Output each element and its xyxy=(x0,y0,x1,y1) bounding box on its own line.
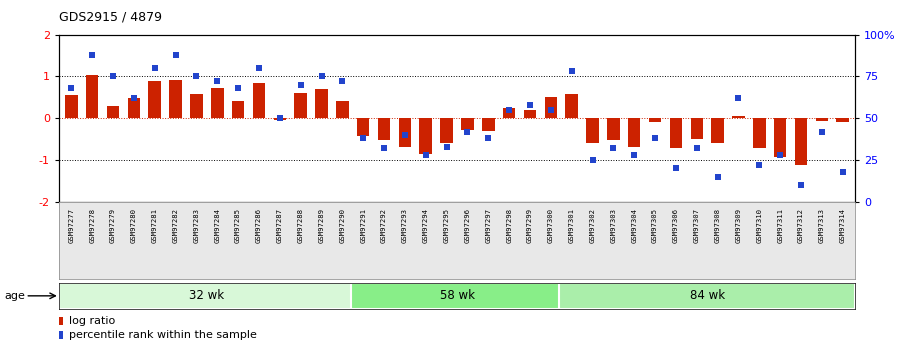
Text: GSM97310: GSM97310 xyxy=(757,208,762,243)
Text: GSM97291: GSM97291 xyxy=(360,208,367,243)
Bar xyxy=(462,118,473,130)
Text: GSM97312: GSM97312 xyxy=(798,208,804,243)
Bar xyxy=(774,118,786,157)
Text: GSM97295: GSM97295 xyxy=(443,208,450,243)
Text: GSM97311: GSM97311 xyxy=(777,208,783,243)
Bar xyxy=(86,76,99,118)
Bar xyxy=(315,89,328,118)
Bar xyxy=(65,95,78,118)
Text: GSM97313: GSM97313 xyxy=(819,208,824,243)
Bar xyxy=(107,107,119,118)
Text: GSM97303: GSM97303 xyxy=(610,208,616,243)
Bar xyxy=(795,118,807,165)
Bar xyxy=(59,283,355,309)
Text: GSM97277: GSM97277 xyxy=(69,208,74,243)
Text: GSM97304: GSM97304 xyxy=(631,208,637,243)
Bar xyxy=(441,118,452,143)
Bar xyxy=(524,110,537,118)
Text: GSM97302: GSM97302 xyxy=(589,208,595,243)
Bar xyxy=(628,118,641,147)
Text: GSM97299: GSM97299 xyxy=(527,208,533,243)
Bar xyxy=(836,118,849,121)
Text: GSM97284: GSM97284 xyxy=(214,208,220,243)
Text: GSM97308: GSM97308 xyxy=(715,208,720,243)
Text: GSM97287: GSM97287 xyxy=(277,208,283,243)
Text: GSM97289: GSM97289 xyxy=(319,208,325,243)
Text: GSM97298: GSM97298 xyxy=(506,208,512,243)
Bar xyxy=(711,118,724,143)
Text: 32 wk: 32 wk xyxy=(189,289,224,302)
Bar xyxy=(377,118,390,140)
Bar xyxy=(211,88,224,118)
Bar xyxy=(128,98,140,118)
Text: GSM97300: GSM97300 xyxy=(548,208,554,243)
Bar xyxy=(503,108,516,118)
Text: GSM97301: GSM97301 xyxy=(568,208,575,243)
Bar xyxy=(232,101,244,118)
Bar xyxy=(357,118,369,136)
Text: percentile rank within the sample: percentile rank within the sample xyxy=(69,331,257,340)
Bar xyxy=(815,118,828,121)
Text: GSM97288: GSM97288 xyxy=(298,208,304,243)
Text: GSM97278: GSM97278 xyxy=(90,208,95,243)
Text: GSM97294: GSM97294 xyxy=(423,208,429,243)
Text: GSM97314: GSM97314 xyxy=(840,208,845,243)
Bar xyxy=(691,118,703,139)
Bar xyxy=(351,283,563,309)
Bar xyxy=(670,118,682,148)
Bar xyxy=(273,118,286,120)
Text: GSM97306: GSM97306 xyxy=(673,208,679,243)
Text: GSM97307: GSM97307 xyxy=(694,208,700,243)
Bar xyxy=(607,118,620,140)
Bar xyxy=(559,283,855,309)
Text: GSM97296: GSM97296 xyxy=(464,208,471,243)
Text: 84 wk: 84 wk xyxy=(690,289,725,302)
Text: GSM97279: GSM97279 xyxy=(110,208,116,243)
Bar xyxy=(586,118,599,143)
Bar xyxy=(398,118,411,147)
Bar xyxy=(753,118,766,148)
Text: GSM97283: GSM97283 xyxy=(194,208,199,243)
Text: GSM97280: GSM97280 xyxy=(131,208,137,243)
Bar xyxy=(545,97,557,118)
Text: GSM97292: GSM97292 xyxy=(381,208,387,243)
Text: GSM97281: GSM97281 xyxy=(152,208,157,243)
Bar xyxy=(252,82,265,118)
Text: log ratio: log ratio xyxy=(69,316,115,326)
Bar xyxy=(169,80,182,118)
Bar xyxy=(420,118,432,154)
Bar xyxy=(190,94,203,118)
Bar xyxy=(566,94,578,118)
Text: GSM97297: GSM97297 xyxy=(485,208,491,243)
Text: 58 wk: 58 wk xyxy=(440,289,474,302)
Bar xyxy=(336,101,348,118)
Text: age: age xyxy=(5,291,25,301)
Bar xyxy=(294,93,307,118)
Bar xyxy=(649,118,662,122)
Bar xyxy=(732,116,745,118)
Text: GSM97309: GSM97309 xyxy=(736,208,741,243)
Text: GDS2915 / 4879: GDS2915 / 4879 xyxy=(59,10,162,23)
Text: GSM97282: GSM97282 xyxy=(173,208,178,243)
Text: GSM97290: GSM97290 xyxy=(339,208,346,243)
Bar xyxy=(482,118,494,131)
Text: GSM97305: GSM97305 xyxy=(653,208,658,243)
Text: GSM97293: GSM97293 xyxy=(402,208,408,243)
Bar xyxy=(148,81,161,118)
Text: GSM97285: GSM97285 xyxy=(235,208,241,243)
Text: GSM97286: GSM97286 xyxy=(256,208,262,243)
